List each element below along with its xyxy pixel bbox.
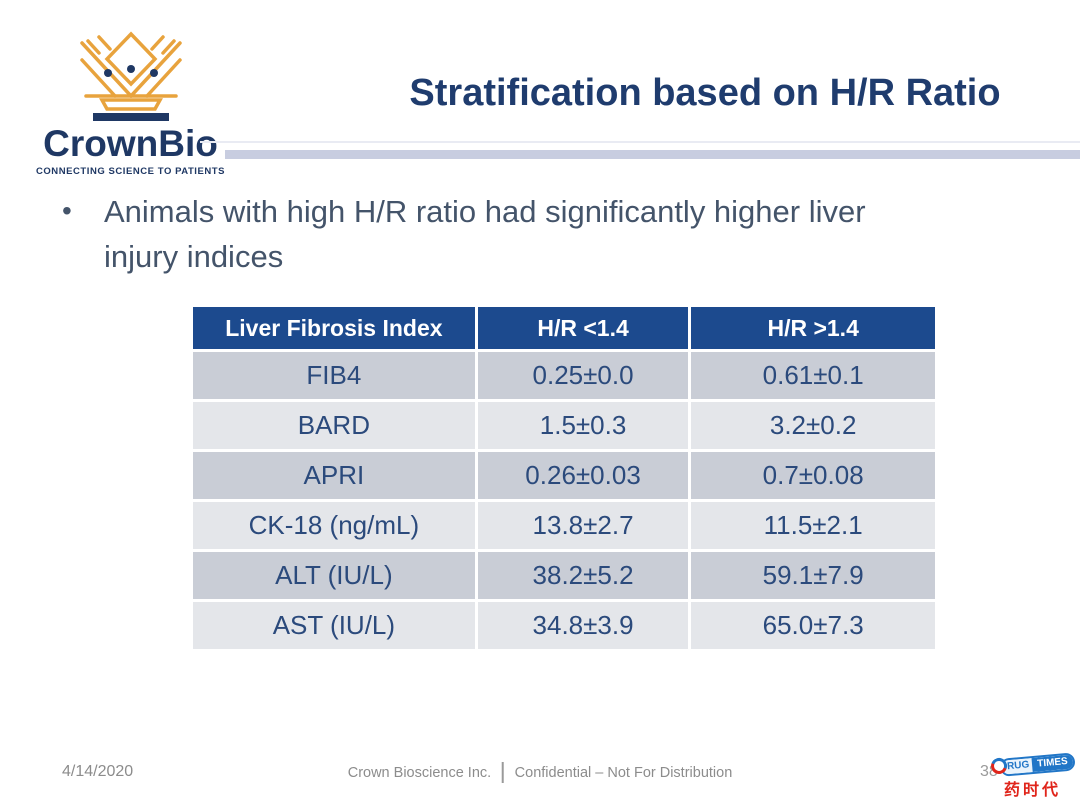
- column-header: Liver Fibrosis Index: [193, 307, 475, 349]
- bullet-text-line2: injury indices: [104, 238, 284, 274]
- value-cell: 65.0±7.3: [691, 602, 935, 649]
- value-cell: 1.5±0.3: [477, 402, 689, 449]
- value-cell: 0.25±0.0: [477, 352, 689, 399]
- liver-fibrosis-table: Liver Fibrosis Index H/R <1.4 H/R >1.4 F…: [190, 304, 938, 652]
- value-cell: 59.1±7.9: [691, 552, 935, 599]
- table-row: FIB4 0.25±0.0 0.61±0.1: [193, 352, 935, 399]
- drugtimes-chinese-label: 药时代: [1003, 782, 1061, 799]
- capsule-right-label: TIMES: [1031, 754, 1074, 773]
- table-row: BARD 1.5±0.3 3.2±0.2: [193, 402, 935, 449]
- row-label-cell: ALT (IU/L): [193, 552, 475, 599]
- bullet-text: Animals with high H/R ratio had signific…: [104, 190, 866, 280]
- bullet-text-line1: Animals with high H/R ratio had signific…: [104, 194, 866, 229]
- row-label-cell: BARD: [193, 402, 475, 449]
- table-body: FIB4 0.25±0.0 0.61±0.1 BARD 1.5±0.3 3.2±0.2 AP…: [193, 352, 935, 649]
- row-label-cell: CK-18 (ng/mL): [193, 502, 475, 549]
- value-cell: 11.5±2.1: [691, 502, 935, 549]
- value-cell: 13.8±2.7: [477, 502, 689, 549]
- row-label-cell: FIB4: [193, 352, 475, 399]
- footer-divider: [502, 762, 504, 783]
- table-row: APRI 0.26±0.03 0.7±0.08: [193, 452, 935, 499]
- company-name: Crown Bioscience Inc.: [347, 764, 492, 781]
- title-rule: [225, 150, 1080, 159]
- brand-tagline: CONNECTING SCIENCE TO PATIENTS: [35, 166, 226, 177]
- crownbio-logo: CrownBio CONNECTING SCIENCE TO PATIENTS: [28, 28, 233, 177]
- value-cell: 3.2±0.2: [691, 402, 935, 449]
- table-header-row: Liver Fibrosis Index H/R <1.4 H/R >1.4: [193, 307, 935, 349]
- value-cell: 0.26±0.03: [477, 452, 689, 499]
- column-header: H/R >1.4: [691, 307, 935, 349]
- value-cell: 38.2±5.2: [477, 552, 689, 599]
- crown-icon: [79, 31, 182, 121]
- slide-date: 4/14/2020: [62, 763, 134, 780]
- value-cell: 0.7±0.08: [691, 452, 935, 499]
- footer-center: Crown Bioscience Inc. Confidential – Not…: [347, 762, 733, 783]
- drugtimes-capsule-icon: RUG TIMES: [988, 750, 1076, 777]
- value-cell: 34.8±3.9: [477, 602, 689, 649]
- brand-name: CrownBio: [43, 123, 218, 164]
- bullet-item: • Animals with high H/R ratio had signif…: [62, 190, 1022, 280]
- column-header: H/R <1.4: [477, 307, 689, 349]
- title-rule-light: [200, 141, 1080, 143]
- page-title: Stratification based on H/R Ratio: [409, 72, 1001, 114]
- confidential-notice: Confidential – Not For Distribution: [514, 764, 733, 781]
- drugtimes-watermark: RUG TIMES 药时代: [984, 752, 1076, 800]
- bullet-marker: •: [62, 195, 72, 226]
- table-row: AST (IU/L) 34.8±3.9 65.0±7.3: [193, 602, 935, 649]
- table-row: CK-18 (ng/mL) 13.8±2.7 11.5±2.1: [193, 502, 935, 549]
- value-cell: 0.61±0.1: [691, 352, 935, 399]
- row-label-cell: AST (IU/L): [193, 602, 475, 649]
- table-row: ALT (IU/L) 38.2±5.2 59.1±7.9: [193, 552, 935, 599]
- row-label-cell: APRI: [193, 452, 475, 499]
